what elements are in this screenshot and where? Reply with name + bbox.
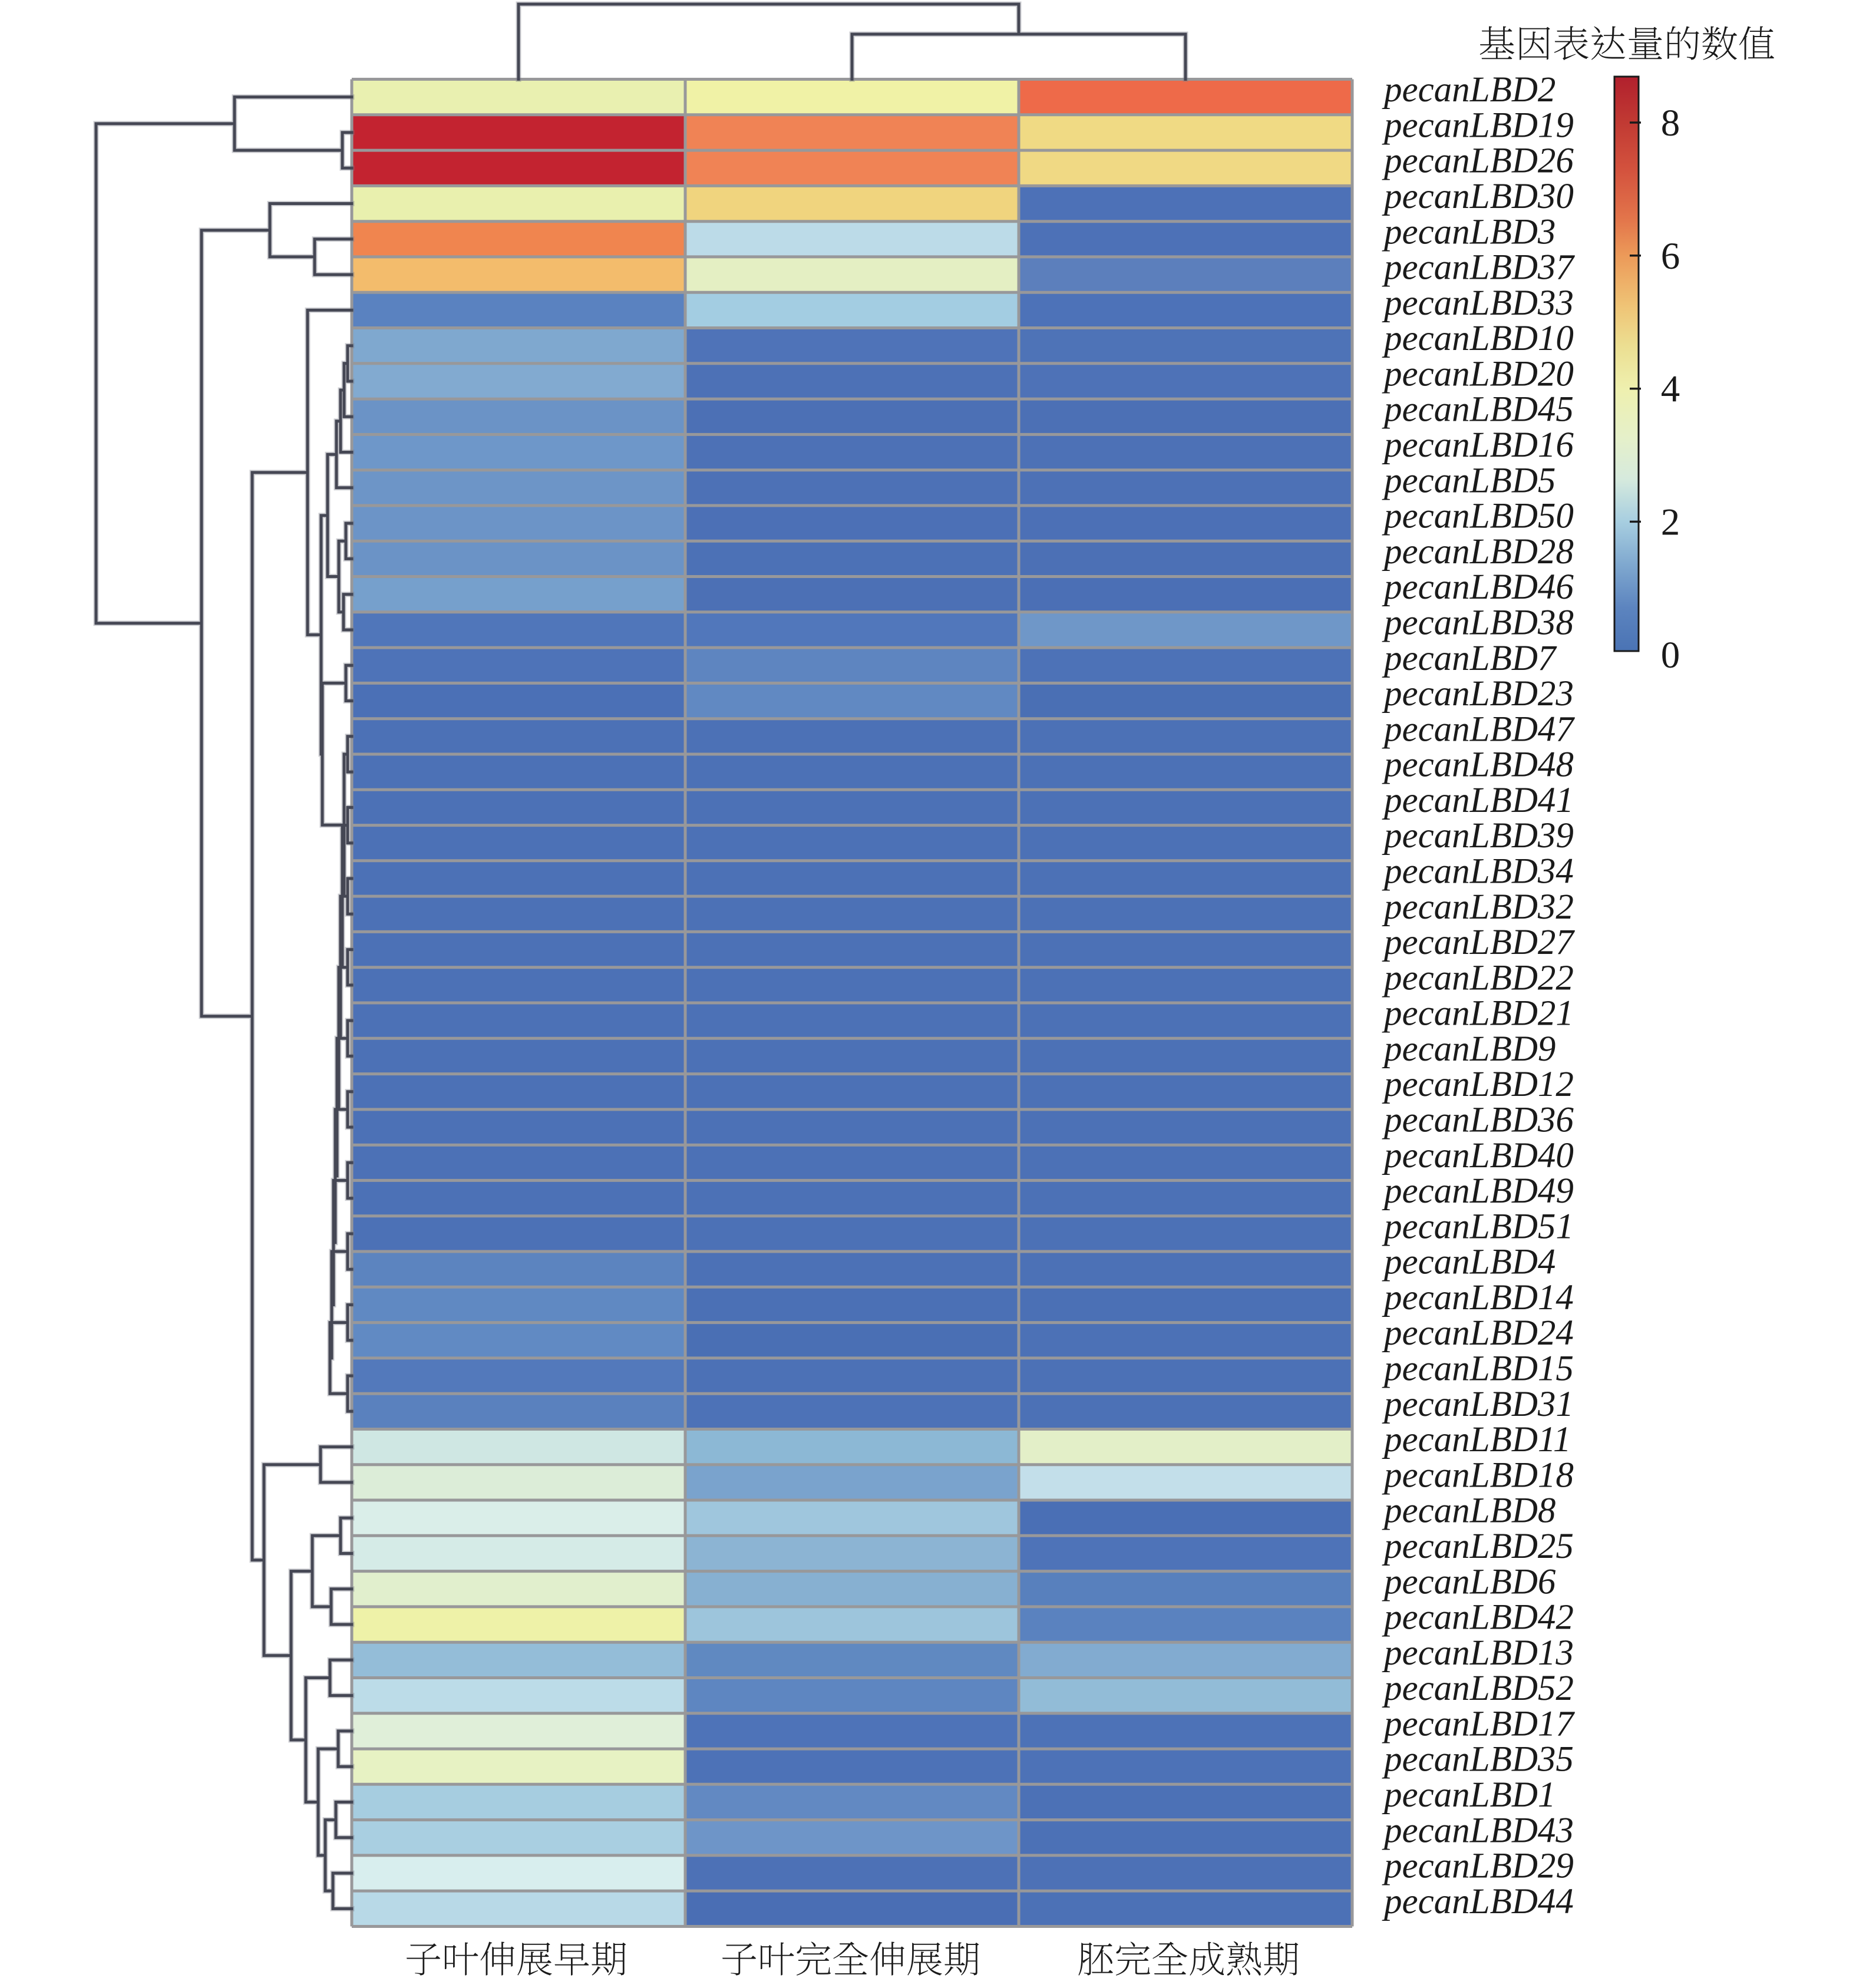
svg-text:pecanLBD32: pecanLBD32 [1382,887,1574,927]
svg-text:pecanLBD49: pecanLBD49 [1382,1171,1574,1211]
svg-text:pecanLBD7: pecanLBD7 [1382,639,1557,678]
svg-text:pecanLBD31: pecanLBD31 [1382,1385,1574,1424]
svg-text:pecanLBD14: pecanLBD14 [1382,1278,1574,1317]
svg-text:pecanLBD34: pecanLBD34 [1382,852,1574,891]
svg-text:pecanLBD8: pecanLBD8 [1382,1491,1556,1531]
svg-text:pecanLBD48: pecanLBD48 [1382,745,1574,785]
svg-text:pecanLBD28: pecanLBD28 [1382,532,1574,572]
svg-text:pecanLBD46: pecanLBD46 [1382,567,1574,607]
svg-text:pecanLBD15: pecanLBD15 [1382,1349,1574,1389]
svg-text:pecanLBD37: pecanLBD37 [1382,248,1575,288]
svg-text:0: 0 [1661,634,1680,676]
svg-text:pecanLBD43: pecanLBD43 [1382,1811,1574,1850]
svg-text:pecanLBD24: pecanLBD24 [1382,1313,1574,1353]
svg-text:pecanLBD27: pecanLBD27 [1382,923,1575,962]
svg-text:pecanLBD30: pecanLBD30 [1382,177,1574,216]
svg-text:pecanLBD2: pecanLBD2 [1382,70,1556,110]
svg-text:pecanLBD35: pecanLBD35 [1382,1740,1574,1779]
svg-text:pecanLBD41: pecanLBD41 [1382,781,1574,820]
svg-text:pecanLBD4: pecanLBD4 [1382,1243,1556,1282]
svg-text:pecanLBD19: pecanLBD19 [1382,105,1574,145]
svg-text:pecanLBD40: pecanLBD40 [1382,1136,1574,1175]
svg-text:pecanLBD33: pecanLBD33 [1382,283,1574,323]
svg-text:pecanLBD11: pecanLBD11 [1382,1420,1571,1459]
svg-text:pecanLBD38: pecanLBD38 [1382,603,1574,643]
svg-text:8: 8 [1661,102,1680,144]
svg-text:pecanLBD3: pecanLBD3 [1382,212,1556,252]
svg-text:pecanLBD17: pecanLBD17 [1382,1704,1575,1743]
svg-text:pecanLBD47: pecanLBD47 [1382,709,1575,749]
svg-text:pecanLBD39: pecanLBD39 [1382,816,1574,856]
svg-text:pecanLBD44: pecanLBD44 [1382,1882,1574,1921]
svg-text:pecanLBD6: pecanLBD6 [1382,1562,1556,1601]
svg-text:pecanLBD52: pecanLBD52 [1382,1669,1574,1708]
svg-text:2: 2 [1661,501,1680,543]
svg-text:pecanLBD12: pecanLBD12 [1382,1065,1574,1104]
svg-text:pecanLBD9: pecanLBD9 [1382,1029,1556,1069]
svg-text:pecanLBD10: pecanLBD10 [1382,319,1574,358]
svg-text:pecanLBD42: pecanLBD42 [1382,1598,1574,1637]
svg-text:pecanLBD51: pecanLBD51 [1382,1207,1574,1246]
svg-text:pecanLBD23: pecanLBD23 [1382,674,1574,714]
svg-text:pecanLBD36: pecanLBD36 [1382,1101,1574,1140]
svg-text:pecanLBD29: pecanLBD29 [1382,1847,1574,1886]
svg-text:pecanLBD45: pecanLBD45 [1382,390,1574,430]
svg-text:pecanLBD25: pecanLBD25 [1382,1527,1574,1566]
svg-text:pecanLBD50: pecanLBD50 [1382,497,1574,536]
svg-text:pecanLBD26: pecanLBD26 [1382,141,1574,181]
svg-text:pecanLBD16: pecanLBD16 [1382,425,1574,465]
svg-text:pecanLBD1: pecanLBD1 [1382,1775,1556,1815]
svg-text:pecanLBD20: pecanLBD20 [1382,355,1574,394]
svg-text:pecanLBD13: pecanLBD13 [1382,1633,1574,1673]
svg-text:pecanLBD22: pecanLBD22 [1382,958,1574,998]
svg-text:4: 4 [1661,368,1680,411]
svg-text:pecanLBD21: pecanLBD21 [1382,994,1574,1033]
svg-text:pecanLBD5: pecanLBD5 [1382,461,1556,500]
svg-text:6: 6 [1661,235,1680,278]
svg-text:pecanLBD18: pecanLBD18 [1382,1455,1574,1495]
